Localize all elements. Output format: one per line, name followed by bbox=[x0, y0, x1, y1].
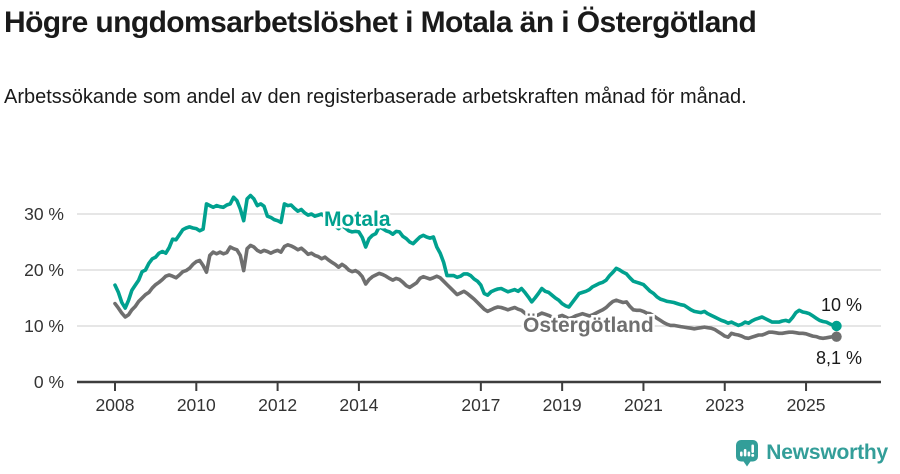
line-chart: 0 % 10 % 20 % 30 % 2008 2010 2012 2014 2017 2019 2… bbox=[24, 193, 881, 415]
series-line-motala bbox=[113, 193, 839, 328]
y-axis-label: 20 % bbox=[24, 260, 64, 280]
x-axis-label: 2010 bbox=[177, 395, 216, 415]
y-axis-label: 10 % bbox=[24, 316, 64, 336]
series-end-dot bbox=[831, 320, 842, 332]
newsworthy-logo-icon bbox=[736, 439, 759, 466]
bar-chart-bubble-icon bbox=[736, 439, 759, 466]
chart-subtitle: Arbetssökande som andel av den registerb… bbox=[4, 86, 747, 108]
x-axis-label: 2021 bbox=[624, 395, 663, 415]
y-axis-label: 0 % bbox=[34, 372, 64, 392]
newsworthy-logo[interactable]: Newsworthy bbox=[735, 438, 888, 468]
x-axis-label: 2023 bbox=[705, 395, 744, 415]
x-axis-label: 2012 bbox=[258, 395, 297, 415]
series-label-ostergotland: Östergötland bbox=[523, 314, 654, 337]
chart-title: Högre ungdomsarbetslöshet i Motala än i … bbox=[4, 6, 757, 39]
x-axis-label: 2008 bbox=[96, 395, 135, 415]
end-value-motala: 10 % bbox=[821, 295, 862, 315]
series-line-ostergotland bbox=[113, 243, 839, 341]
x-axis-label: 2017 bbox=[461, 395, 500, 415]
x-axis-label: 2014 bbox=[339, 395, 378, 415]
series-label-motala: Motala bbox=[324, 208, 391, 231]
y-axis-label: 30 % bbox=[24, 204, 64, 224]
x-axis-label: 2025 bbox=[787, 395, 826, 415]
x-axis-label: 2019 bbox=[543, 395, 582, 415]
newsworthy-brand-text: Newsworthy bbox=[766, 441, 888, 464]
end-value-ostergotland: 8,1 % bbox=[816, 348, 862, 368]
series-end-dot bbox=[831, 331, 842, 342]
